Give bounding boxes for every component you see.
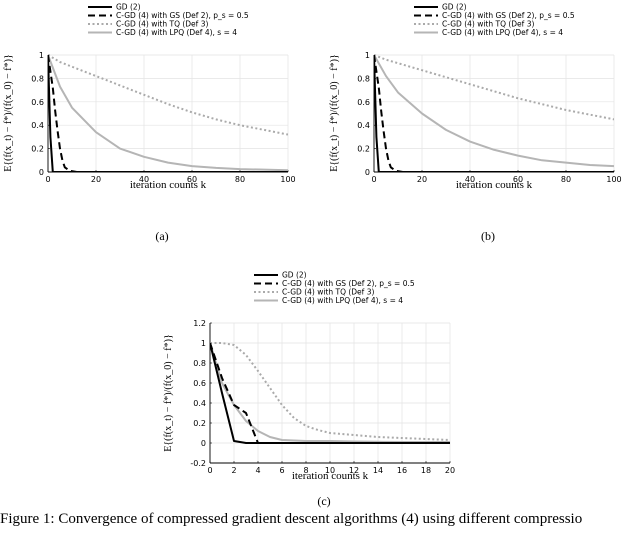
legend-label-lpq: C-GD (4) with LPQ (Def 4), s = 4 <box>442 28 563 37</box>
y-axis-label: E{(f(x_t) − f*)/(f(x_0) − f*)} <box>3 54 14 172</box>
y-tick-label: 0.2 <box>193 419 206 428</box>
x-tick-label: 40 <box>139 175 149 184</box>
y-tick-label: 0.8 <box>357 74 370 83</box>
x-tick-label: 100 <box>280 175 295 184</box>
y-tick-label: 1.2 <box>193 319 206 328</box>
legend-label-gs: C-GD (4) with GS (Def 2), p_s = 0.5 <box>442 11 575 20</box>
x-tick-label: 80 <box>235 175 245 184</box>
chart-panel-3: 0 2 4 6 8 10 12 14 16 18 20-0.200.20.40.60.811.2GD… <box>163 271 455 509</box>
subfigure-label: (c) <box>317 494 330 508</box>
x-tick-label: 14 <box>373 466 383 475</box>
legend-label-gs: C-GD (4) with GS (Def 2), p_s = 0.5 <box>282 279 415 288</box>
y-tick-label: -0.2 <box>190 459 206 468</box>
legend-label-gd: GD (2) <box>116 3 141 12</box>
y-tick-label: 1 <box>365 51 370 60</box>
y-tick-label: 0.4 <box>357 121 370 130</box>
legend-label-lpq: C-GD (4) with LPQ (Def 4), s = 4 <box>282 296 403 305</box>
series-line-gd <box>210 342 450 444</box>
series-line-gs <box>48 54 77 172</box>
y-tick-label: 0.6 <box>193 379 206 388</box>
figure-caption: Figure 1: Convergence of compressed grad… <box>0 511 583 527</box>
x-tick-label: 60 <box>513 175 523 184</box>
y-tick-label: 0.8 <box>31 74 44 83</box>
series-line-lpq <box>210 342 450 443</box>
y-tick-label: 0.4 <box>31 121 44 130</box>
x-axis-label: iteration counts k <box>292 470 369 482</box>
y-tick-label: 0.8 <box>193 359 206 368</box>
x-tick-label: 18 <box>421 466 431 475</box>
legend-label-lpq: C-GD (4) with LPQ (Def 4), s = 4 <box>116 28 237 37</box>
series-line-tq <box>374 54 614 121</box>
x-tick-label: 100 <box>606 175 621 184</box>
series-line-lpq <box>48 54 288 172</box>
subfigure-label: (b) <box>481 229 495 243</box>
y-axis-label: E{(f(x_t) − f*)/(f(x_0) − f*)} <box>163 334 174 452</box>
x-tick-label: 40 <box>465 175 475 184</box>
x-tick-label: 16 <box>397 466 407 475</box>
x-tick-label: 20 <box>445 466 455 475</box>
legend-label-gd: GD (2) <box>442 3 467 12</box>
subfigure-label: (a) <box>155 229 168 243</box>
series-line-lpq <box>374 54 614 168</box>
legend-label-gd: GD (2) <box>282 271 307 280</box>
y-tick-label: 1 <box>201 339 206 348</box>
x-tick-label: 20 <box>91 175 101 184</box>
x-axis-label: iteration counts k <box>130 179 207 191</box>
y-tick-label: 0 <box>365 168 370 177</box>
series-line-gd <box>374 54 614 172</box>
x-tick-label: 12 <box>349 466 359 475</box>
y-tick-label: 0.2 <box>357 145 370 154</box>
y-tick-label: 0.2 <box>31 145 44 154</box>
x-tick-label: 6 <box>279 466 284 475</box>
x-tick-label: 8 <box>303 466 308 475</box>
y-tick-label: 0.6 <box>31 98 44 107</box>
y-tick-label: 0.4 <box>193 399 206 408</box>
legend-label-tq: C-GD (4) with TQ (Def 3) <box>282 288 374 297</box>
y-tick-label: 0 <box>201 439 206 448</box>
series-line-tq <box>48 54 288 136</box>
x-axis-label: iteration counts k <box>456 179 533 191</box>
x-tick-label: 2 <box>231 466 236 475</box>
legend-label-tq: C-GD (4) with TQ (Def 3) <box>116 20 208 29</box>
series-line-gd <box>48 54 288 172</box>
y-axis-label: E{(f(x_t) − f*)/(f(x_0) − f*)} <box>329 54 340 172</box>
x-tick-label: 60 <box>187 175 197 184</box>
legend-label-tq: C-GD (4) with TQ (Def 3) <box>442 20 534 29</box>
x-tick-label: 80 <box>561 175 571 184</box>
y-tick-label: 0.6 <box>357 98 370 107</box>
x-tick-label: 0 <box>371 175 376 184</box>
x-tick-label: 0 <box>45 175 50 184</box>
series-line-gs <box>374 54 403 172</box>
series-line-tq <box>210 342 450 441</box>
x-tick-label: 10 <box>325 466 335 475</box>
y-tick-label: 1 <box>39 51 44 60</box>
series-line-gs <box>210 342 282 444</box>
x-tick-label: 4 <box>255 466 260 475</box>
x-tick-label: 0 <box>207 466 212 475</box>
legend-label-gs: C-GD (4) with GS (Def 2), p_s = 0.5 <box>116 11 249 20</box>
y-tick-label: 0 <box>39 168 44 177</box>
x-tick-label: 20 <box>417 175 427 184</box>
